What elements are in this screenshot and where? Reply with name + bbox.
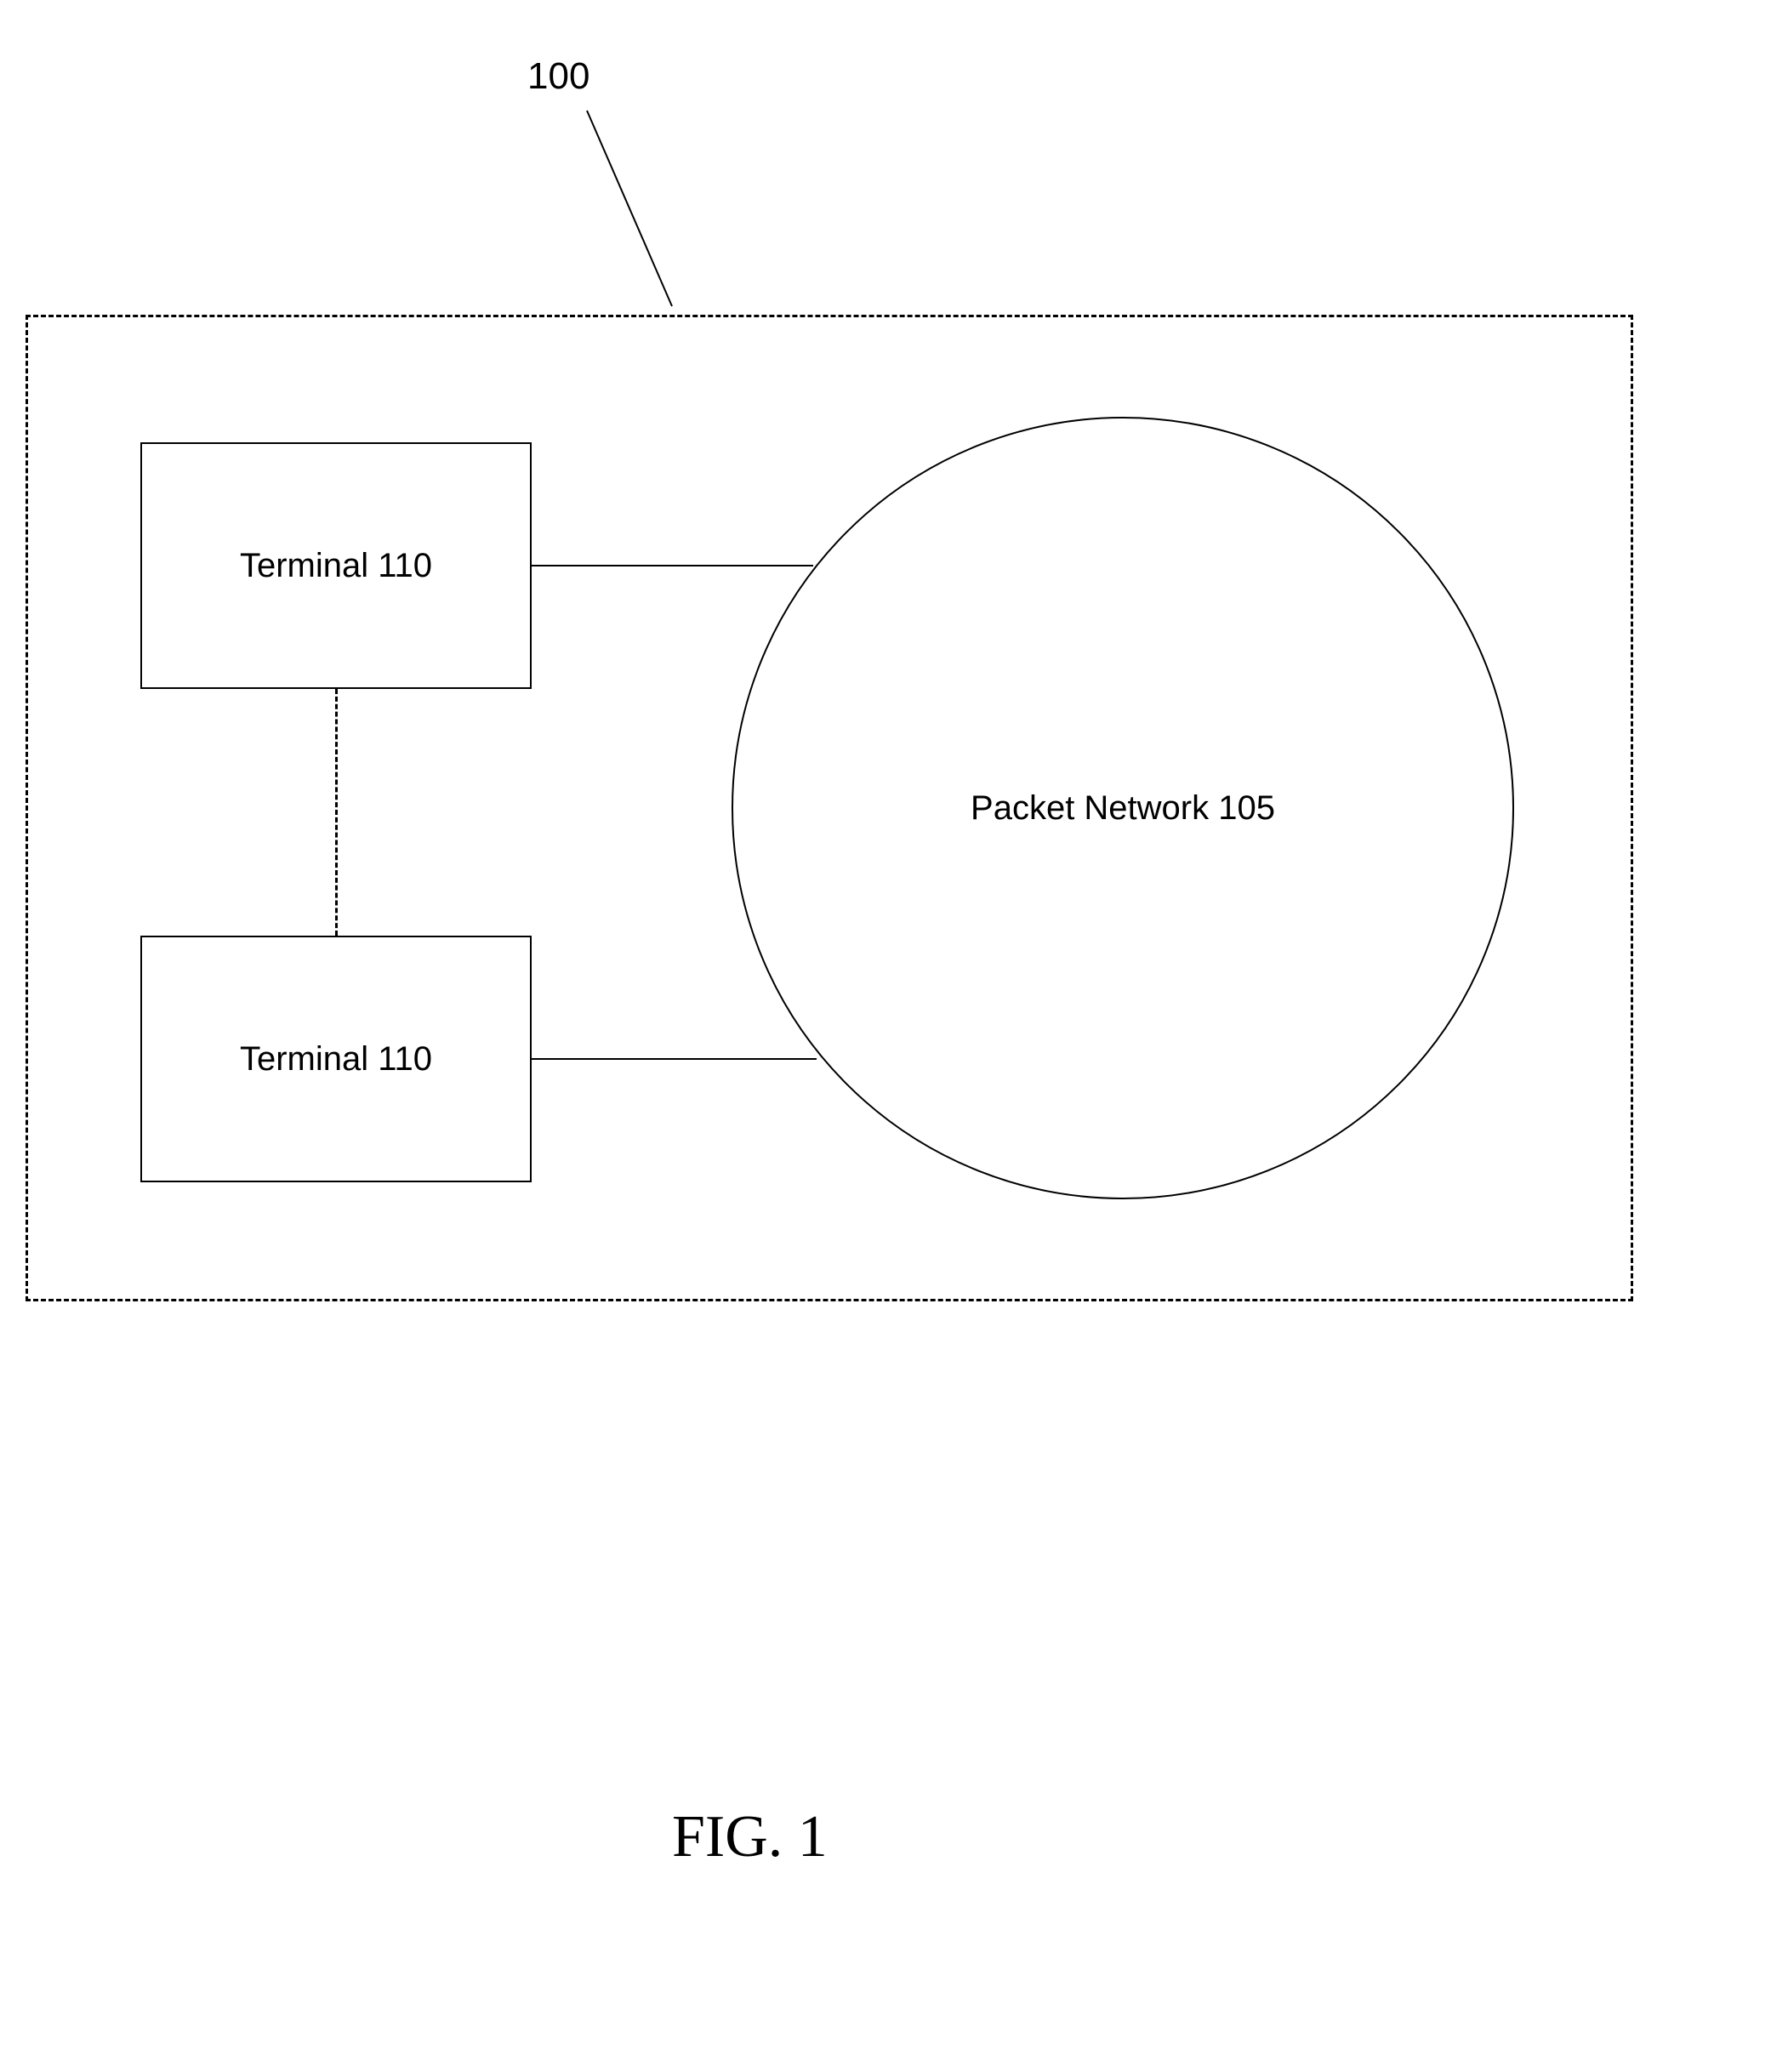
edge-terminal1-network: [532, 565, 813, 566]
node-packet-network: Packet Network 105: [732, 417, 1514, 1199]
edge-terminal2-network: [532, 1058, 817, 1060]
node-packet-network-label: Packet Network 105: [971, 789, 1275, 828]
node-terminal-2: Terminal 110: [140, 936, 532, 1182]
node-terminal-2-label: Terminal 110: [240, 1040, 432, 1079]
edge-terminal1-terminal2: [335, 689, 338, 936]
figure-caption: FIG. 1: [672, 1803, 828, 1871]
node-terminal-1-label: Terminal 110: [240, 547, 432, 585]
figure-canvas: 100 Terminal 110 Terminal 110 Packet Net…: [0, 0, 1771, 2072]
node-terminal-1: Terminal 110: [140, 442, 532, 689]
